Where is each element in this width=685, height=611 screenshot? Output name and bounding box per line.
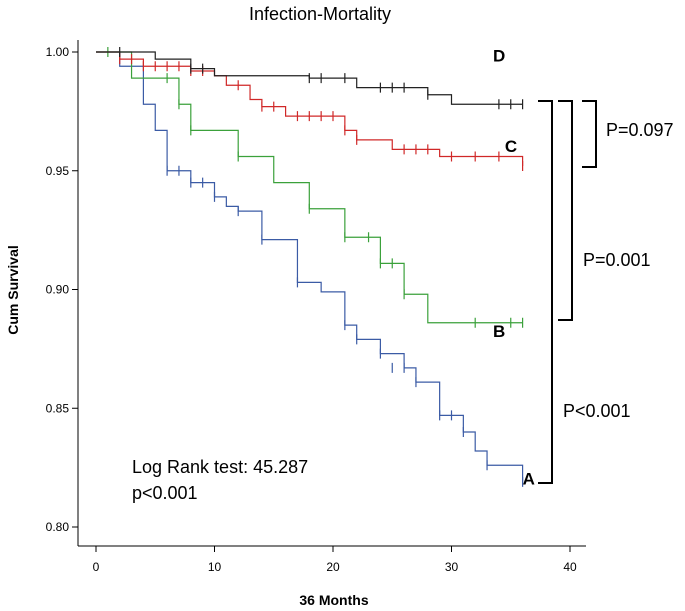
logrank-p-text: p<0.001	[132, 483, 198, 503]
survival-line-B	[96, 51, 523, 324]
logrank-text: Log Rank test: 45.287	[132, 457, 308, 477]
p-value-b-d: P=0.001	[583, 250, 651, 270]
y-tick-label: 0.80	[46, 520, 70, 534]
y-tick-label: 1.00	[46, 45, 70, 59]
bracket-c-d	[582, 100, 597, 168]
survival-line-C	[96, 51, 524, 166]
x-tick-label: 30	[445, 560, 459, 574]
y-axis-label: Cum Survival	[5, 245, 21, 334]
curve-label-B: B	[493, 322, 505, 341]
x-tick-label: 0	[93, 560, 100, 574]
series-C	[96, 51, 524, 171]
series-D	[96, 47, 524, 110]
curve-label-D: D	[493, 47, 505, 66]
bracket-b-d	[558, 100, 573, 321]
x-tick-label: 20	[326, 560, 340, 574]
y-tick-label: 0.85	[46, 401, 70, 415]
survival-curves	[96, 47, 524, 487]
y-tick-label: 0.90	[46, 283, 70, 297]
chart-title: Infection-Mortality	[249, 4, 391, 24]
y-tick-label: 0.95	[46, 164, 70, 178]
x-axis-label: 36 Months	[299, 592, 368, 608]
x-tick-label: 40	[563, 560, 577, 574]
p-value-a-d: P<0.001	[563, 401, 631, 421]
curve-label-A: A	[523, 469, 535, 488]
series-A	[96, 51, 524, 487]
survival-line-A	[96, 51, 524, 482]
bracket-a-d	[538, 100, 553, 484]
curve-label-C: C	[505, 137, 517, 156]
axes: 0 10 20 30 40 0.80 0.85 0.90 0.95 1.00	[46, 40, 586, 574]
curve-labels: A B C D	[493, 47, 535, 489]
x-tick-label: 10	[208, 560, 222, 574]
p-value-c-d: P=0.097	[606, 120, 674, 140]
series-B	[96, 47, 524, 328]
